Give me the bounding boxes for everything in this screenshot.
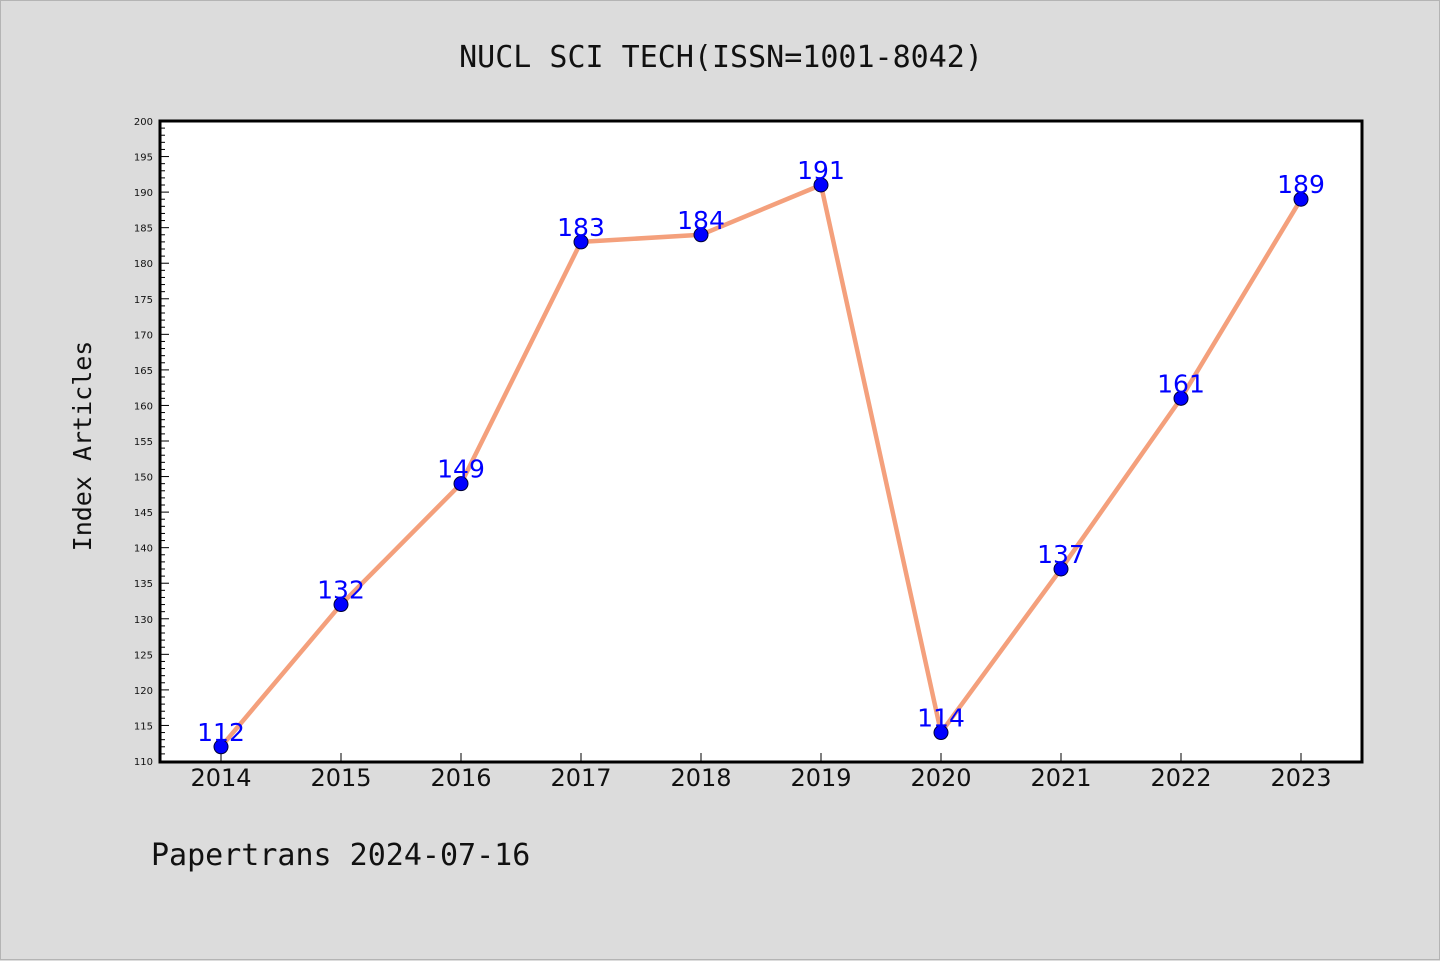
y-tick-label: 130 xyxy=(134,615,153,626)
data-label: 137 xyxy=(1037,540,1085,569)
y-tick-label: 135 xyxy=(134,579,153,590)
data-label: 132 xyxy=(317,576,365,605)
data-point xyxy=(453,476,469,492)
y-tick-label: 110 xyxy=(134,757,153,768)
y-tick-label: 155 xyxy=(134,437,153,448)
data-label: 191 xyxy=(797,156,845,185)
y-tick-label: 140 xyxy=(134,544,153,555)
y-tick-label: 185 xyxy=(134,224,153,235)
y-tick-label: 165 xyxy=(134,366,153,377)
data-point xyxy=(573,234,589,250)
x-tick-label: 2016 xyxy=(430,764,491,792)
y-axis-label: Index Articles xyxy=(68,341,97,552)
x-tick-label: 2018 xyxy=(670,764,731,792)
y-tick-label: 200 xyxy=(134,117,153,128)
y-tick-label: 195 xyxy=(134,153,153,164)
x-tick-label: 2017 xyxy=(550,764,611,792)
y-tick-label: 190 xyxy=(134,188,153,199)
y-tick-label: 170 xyxy=(134,330,153,341)
x-tick-label: 2015 xyxy=(310,764,371,792)
data-point xyxy=(1173,390,1189,406)
y-tick-label: 125 xyxy=(134,650,153,661)
x-tick-label: 2022 xyxy=(1150,764,1211,792)
x-tick-label: 2021 xyxy=(1030,764,1091,792)
x-tick-label: 2019 xyxy=(790,764,851,792)
y-tick-label: 180 xyxy=(134,259,153,270)
data-label: 112 xyxy=(197,718,245,747)
data-label: 161 xyxy=(1157,369,1205,398)
footer-credit: Papertrans 2024-07-16 xyxy=(151,838,530,873)
y-tick-label: 115 xyxy=(134,721,153,732)
y-tick-label: 160 xyxy=(134,401,153,412)
data-point xyxy=(693,227,709,243)
data-label: 183 xyxy=(557,213,605,242)
series: 112 132 149 183 184 191 114 137 161 189 xyxy=(197,156,1325,755)
x-tick-label: 2023 xyxy=(1270,764,1331,792)
data-label: 149 xyxy=(437,455,485,484)
y-tick-label: 145 xyxy=(134,508,153,519)
x-tick-label: 2020 xyxy=(910,764,971,792)
chart-title: NUCL SCI TECH(ISSN=1001-8042) xyxy=(459,40,983,75)
data-point xyxy=(333,597,349,613)
y-axis: 110 115 120 125 130 135 140 145 150 155 160 165 170 1… xyxy=(134,117,169,768)
data-label: 184 xyxy=(677,206,725,235)
x-axis: 2014 2015 2016 2017 2018 2019 2020 2021 2022 2023 xyxy=(190,753,1332,792)
series-line xyxy=(218,182,1304,750)
data-point xyxy=(933,725,949,741)
data-point xyxy=(813,177,829,193)
y-tick-label: 175 xyxy=(134,295,153,306)
data-label: 114 xyxy=(917,704,965,733)
data-point xyxy=(1293,191,1309,207)
y-tick-label: 150 xyxy=(134,473,153,484)
data-point xyxy=(213,739,229,755)
data-label: 189 xyxy=(1277,170,1325,199)
y-tick-label: 120 xyxy=(134,686,153,697)
plot-area xyxy=(158,119,1364,764)
data-point xyxy=(1053,561,1069,577)
x-tick-label: 2014 xyxy=(190,764,251,792)
